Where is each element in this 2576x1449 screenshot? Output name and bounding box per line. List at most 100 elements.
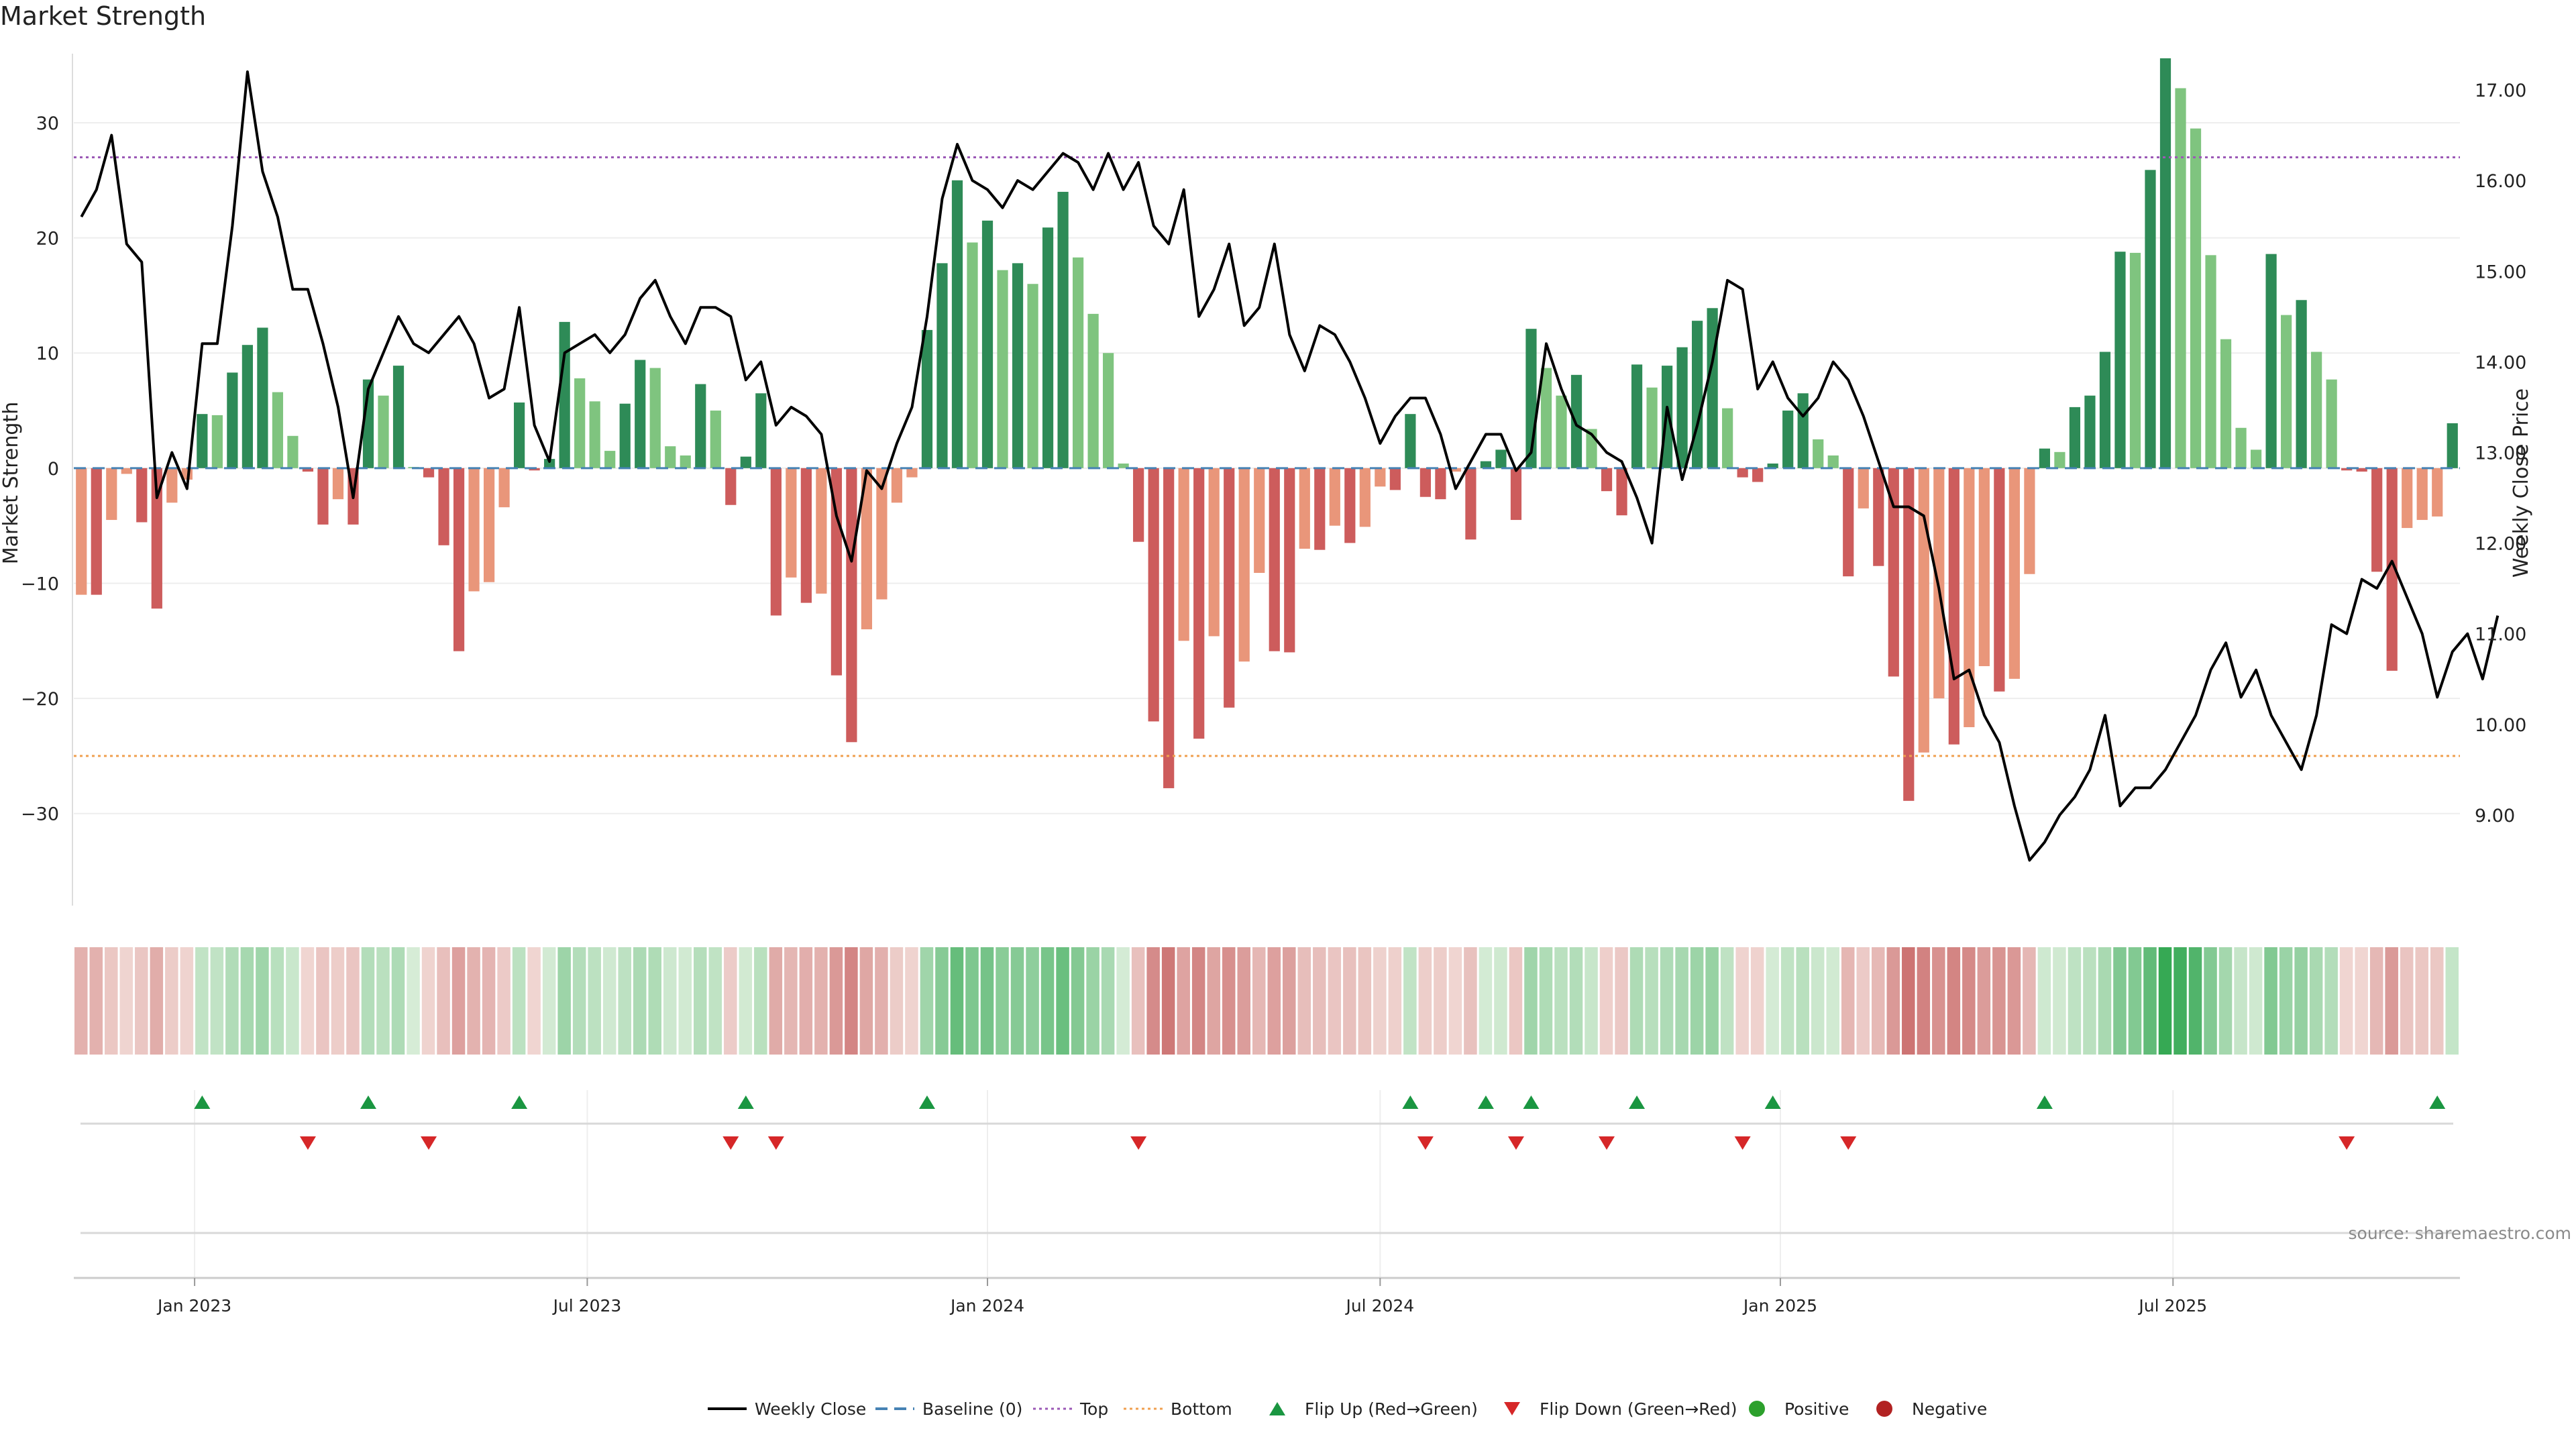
strength-bar — [1707, 308, 1718, 468]
strength-bar — [710, 411, 721, 468]
strength-bar — [2159, 58, 2171, 468]
strength-bar — [2008, 468, 2020, 679]
strength-bar — [2432, 468, 2443, 517]
strength-bar — [241, 345, 254, 468]
strength-bar — [1752, 468, 1764, 482]
strength-bar — [1495, 449, 1507, 468]
heat-cell — [2143, 947, 2157, 1055]
strength-bar — [317, 468, 329, 525]
heat-cell — [875, 947, 888, 1055]
heat-cell — [512, 947, 526, 1055]
y2-tick-label: 17.00 — [2475, 80, 2526, 101]
legend-label: Top — [1079, 1399, 1108, 1419]
strength-bar — [1978, 468, 1990, 667]
legend: Weekly Close Baseline (0) Top Bottom Flip Up… — [708, 1399, 1987, 1419]
y2-tick-label: 9.00 — [2475, 806, 2515, 826]
heat-cell — [905, 947, 918, 1055]
flip-down-marker — [722, 1136, 739, 1150]
heat-cell — [1826, 947, 1839, 1055]
strength-bar — [2235, 427, 2247, 468]
heat-cell — [2279, 947, 2293, 1055]
strength-bar — [1782, 411, 1794, 468]
flip-up-marker — [1629, 1095, 1646, 1109]
heat-cell — [1373, 947, 1387, 1055]
heat-cell — [1464, 947, 1477, 1055]
strength-bar — [544, 459, 555, 468]
strength-bar — [468, 468, 480, 592]
heat-cell — [2415, 947, 2428, 1055]
heat-cell — [331, 947, 345, 1055]
strength-bar — [438, 468, 449, 545]
heat-cell — [89, 947, 103, 1055]
heat-cell — [965, 947, 979, 1055]
heat-cell — [1841, 947, 1855, 1055]
flip-up-marker — [737, 1095, 754, 1109]
y2-tick-label: 16.00 — [2475, 171, 2526, 192]
heat-cell — [1645, 947, 1658, 1055]
heat-cell — [180, 947, 194, 1055]
y-tick-label: −30 — [21, 804, 59, 825]
strength-bar — [1450, 468, 1462, 472]
strength-bar — [755, 393, 767, 468]
heat-cell — [2218, 947, 2233, 1055]
legend-label: Weekly Close — [755, 1399, 866, 1419]
heat-cell — [150, 947, 164, 1055]
heat-cell — [1403, 947, 1417, 1055]
heat-cell — [2053, 947, 2066, 1055]
heat-cell — [1040, 947, 1055, 1055]
strength-bar — [1570, 374, 1582, 468]
strength-bar — [1389, 468, 1401, 490]
strength-bar — [1057, 191, 1069, 468]
strength-bar — [695, 384, 706, 468]
strength-bar — [1419, 468, 1431, 497]
x-tick-label: Jul 2024 — [1344, 1296, 1414, 1316]
heat-cell — [1479, 947, 1493, 1055]
heat-cell — [663, 947, 677, 1055]
heat-cell — [1629, 947, 1644, 1055]
heat-cell — [1252, 947, 1266, 1055]
heat-cell — [769, 947, 783, 1055]
heat-cell — [1675, 947, 1688, 1055]
heat-cell — [1283, 947, 1296, 1055]
heat-cell — [2385, 947, 2398, 1055]
y-axis-left: −30 −20 −10 0 10 20 30 — [21, 54, 73, 906]
legend-label: Baseline (0) — [922, 1399, 1022, 1419]
heat-cell — [920, 947, 934, 1055]
heat-cell — [1071, 947, 1085, 1055]
grid-lines — [74, 121, 2460, 1278]
strength-bar — [257, 327, 268, 468]
strength-bar — [1556, 395, 1567, 468]
y2-tick-label: 12.00 — [2475, 534, 2526, 555]
heat-cell — [376, 947, 390, 1055]
heat-cell — [2007, 947, 2021, 1055]
strength-bar — [649, 368, 661, 468]
flip-up-marker — [194, 1095, 211, 1109]
legend-swatch-negative — [1876, 1401, 1892, 1417]
legend-swatch-flip-up — [1269, 1402, 1285, 1415]
strength-bar — [1767, 463, 1778, 468]
heat-cell — [678, 947, 692, 1055]
strength-bar — [665, 446, 676, 468]
strength-bar — [1465, 468, 1477, 540]
heat-cell — [2369, 947, 2383, 1055]
strength-bar — [332, 468, 344, 500]
strength-bar — [227, 372, 238, 468]
heat-cell — [105, 947, 118, 1055]
heat-cell — [935, 947, 949, 1055]
strength-bar — [559, 321, 570, 468]
strength-bar — [1858, 468, 1869, 508]
flip-down-marker — [1507, 1136, 1524, 1150]
strength-bar — [1269, 468, 1280, 651]
strength-bar — [1314, 468, 1326, 550]
strength-bar — [589, 401, 600, 468]
strength-bar — [1813, 439, 1824, 468]
heat-cell — [391, 947, 405, 1055]
strength-bar — [1148, 468, 1159, 722]
heat-cell — [165, 947, 178, 1055]
y2-tick-label: 10.00 — [2475, 715, 2526, 736]
strength-bar — [2114, 252, 2126, 468]
strength-bar — [1480, 461, 1492, 468]
strength-bar — [2265, 254, 2277, 468]
strength-bar — [2326, 379, 2337, 468]
heat-cell — [980, 947, 994, 1055]
